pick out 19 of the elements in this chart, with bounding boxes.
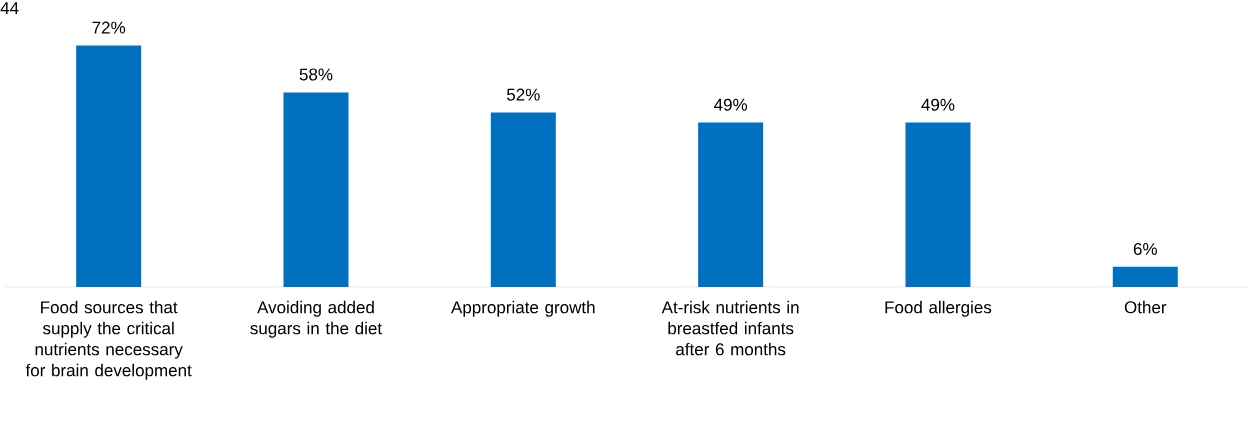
data-label: 49% [714, 98, 748, 111]
data-label: 72% [92, 21, 126, 34]
x-tick-label: Other [1124, 300, 1167, 314]
x-tick-label: Avoiding added sugars in the diet [250, 300, 382, 338]
data-label: 6% [1133, 242, 1157, 256]
data-label: 49% [921, 98, 955, 111]
bar [76, 45, 142, 287]
bar [905, 122, 971, 287]
x-tick-label: Food allergies [885, 300, 992, 317]
x-tick-label: Food sources that supply the critical nutrients necessary for brain development [25, 300, 192, 380]
bar [490, 112, 556, 287]
data-label: 52% [506, 88, 540, 101]
bar [698, 122, 764, 287]
text: 44 [0, 2, 19, 14]
x-tick-label: At-risk nutrients in breastfed infants after 6 months [661, 300, 799, 356]
bar [283, 92, 349, 287]
data-label: 58% [299, 68, 333, 81]
bar [1112, 266, 1178, 287]
x-tick-label: Appropriate growth [451, 300, 595, 317]
